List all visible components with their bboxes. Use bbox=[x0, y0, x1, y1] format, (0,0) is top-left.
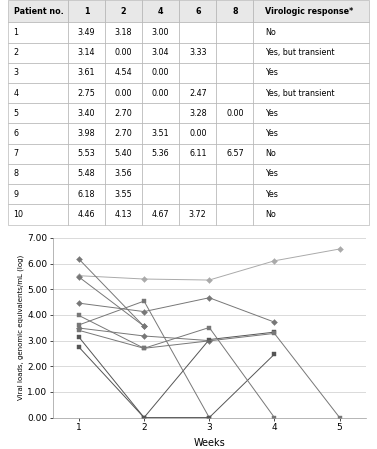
Y-axis label: Viral loads, genomic equivalents/mL (log): Viral loads, genomic equivalents/mL (log… bbox=[18, 255, 25, 401]
X-axis label: Weeks: Weeks bbox=[193, 438, 225, 448]
